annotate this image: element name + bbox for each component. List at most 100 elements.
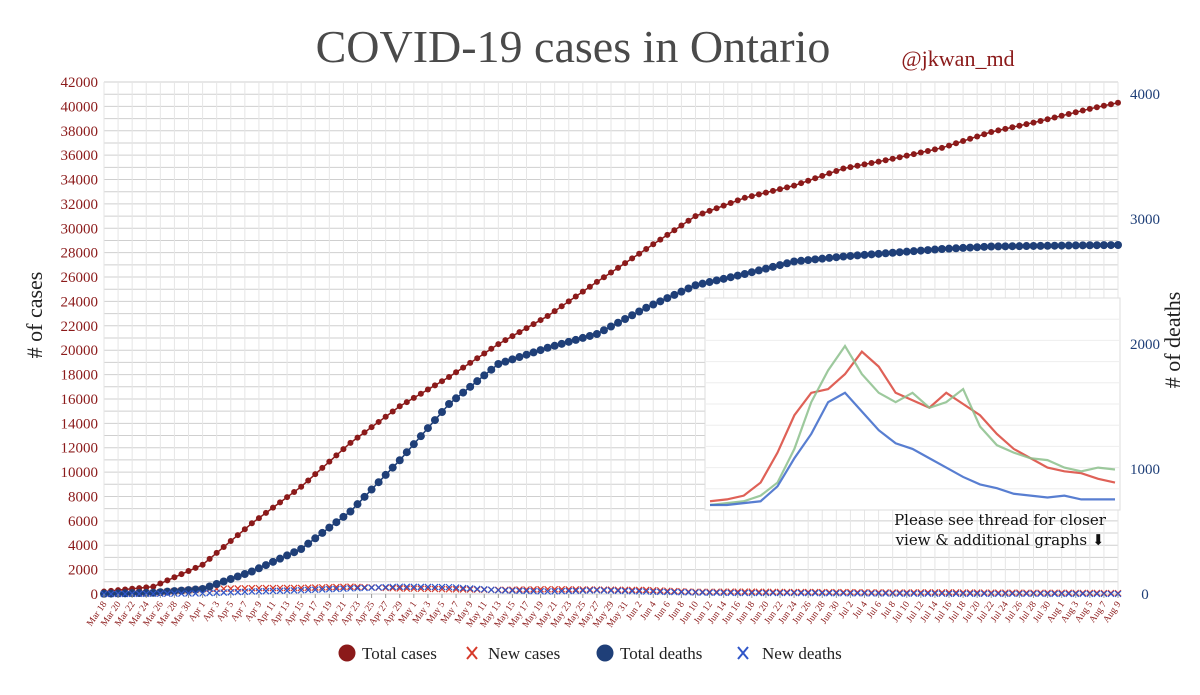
data-point xyxy=(966,589,974,596)
data-point xyxy=(311,586,319,594)
data-point xyxy=(298,483,305,490)
data-point xyxy=(882,589,890,596)
data-point xyxy=(903,590,911,597)
data-point xyxy=(868,159,875,166)
data-point xyxy=(424,585,432,593)
data-point xyxy=(599,326,608,335)
data-point xyxy=(445,583,453,591)
data-point xyxy=(516,586,523,594)
data-point xyxy=(628,586,636,594)
data-point xyxy=(431,583,439,591)
data-point xyxy=(325,585,333,593)
y-tick-left-label: 42000 xyxy=(61,75,99,91)
data-point xyxy=(783,259,792,268)
y-tick-left-label: 4000 xyxy=(68,538,98,554)
data-point xyxy=(896,589,904,596)
data-point xyxy=(797,256,806,265)
data-point xyxy=(1015,242,1024,251)
y-tick-left-label: 16000 xyxy=(61,392,99,408)
data-point xyxy=(1009,124,1016,131)
data-point xyxy=(699,210,706,217)
data-point xyxy=(1106,241,1115,250)
data-point xyxy=(536,346,545,355)
x-tick-label: Jul 6 xyxy=(865,600,884,621)
data-point xyxy=(164,577,171,584)
data-point xyxy=(460,364,467,371)
data-point xyxy=(1114,241,1122,249)
data-point xyxy=(361,429,368,436)
data-point xyxy=(558,303,565,310)
data-point xyxy=(578,333,587,342)
data-point xyxy=(431,585,439,593)
y-tick-left-label: 26000 xyxy=(61,270,99,286)
data-point xyxy=(713,205,720,212)
legend-marker-new-cases xyxy=(466,646,478,660)
data-point xyxy=(149,588,158,597)
data-point xyxy=(389,583,397,591)
data-point xyxy=(262,584,270,592)
data-point xyxy=(304,586,312,594)
data-point xyxy=(923,246,932,255)
data-point xyxy=(1093,590,1101,598)
data-point xyxy=(846,589,854,597)
data-point xyxy=(530,321,537,328)
data-point xyxy=(804,588,812,596)
data-point xyxy=(143,584,150,591)
data-point xyxy=(959,243,968,252)
data-point xyxy=(466,382,475,391)
data-point xyxy=(649,300,658,309)
x-tick-label: Jul 4 xyxy=(851,600,870,621)
data-point xyxy=(924,147,931,154)
data-point xyxy=(467,359,474,366)
data-point xyxy=(156,588,165,597)
data-point xyxy=(903,152,910,159)
data-point xyxy=(312,471,319,478)
data-point xyxy=(692,213,699,220)
data-point xyxy=(980,242,989,251)
data-point xyxy=(974,133,981,140)
data-point xyxy=(487,586,495,594)
data-point xyxy=(805,177,812,184)
data-point xyxy=(213,549,220,556)
series-total-deaths xyxy=(100,241,1122,598)
data-point xyxy=(508,586,516,594)
data-point xyxy=(403,399,410,406)
data-point xyxy=(839,588,847,596)
data-point xyxy=(234,532,241,539)
data-point xyxy=(1023,121,1030,128)
data-point xyxy=(206,555,213,562)
data-point xyxy=(417,583,425,591)
data-point xyxy=(262,587,270,595)
annotation-line-2: view & additional graphs ⬇ xyxy=(895,531,1105,549)
data-point xyxy=(558,587,566,595)
data-point xyxy=(818,589,826,597)
data-point xyxy=(276,587,284,595)
data-point xyxy=(819,172,826,179)
data-point xyxy=(713,589,721,597)
data-point xyxy=(530,585,537,593)
data-point xyxy=(874,249,883,258)
data-point xyxy=(607,586,615,594)
data-point xyxy=(853,251,862,260)
data-point xyxy=(670,587,678,595)
data-point xyxy=(170,590,178,598)
data-point xyxy=(318,528,327,537)
data-point xyxy=(705,278,714,287)
data-point xyxy=(967,135,974,142)
data-point xyxy=(557,339,566,348)
data-point xyxy=(1023,589,1030,597)
data-point xyxy=(402,448,411,457)
data-point xyxy=(1001,589,1009,597)
data-point xyxy=(339,585,347,593)
y-tick-left-label: 30000 xyxy=(61,221,99,237)
data-point xyxy=(1092,241,1101,250)
data-point xyxy=(994,589,1002,597)
data-point xyxy=(798,180,805,187)
data-point xyxy=(953,140,960,147)
data-point xyxy=(452,394,461,403)
data-point xyxy=(227,588,235,596)
data-point xyxy=(888,248,897,257)
data-point xyxy=(712,276,721,285)
data-point xyxy=(530,587,537,595)
data-point xyxy=(340,446,347,453)
